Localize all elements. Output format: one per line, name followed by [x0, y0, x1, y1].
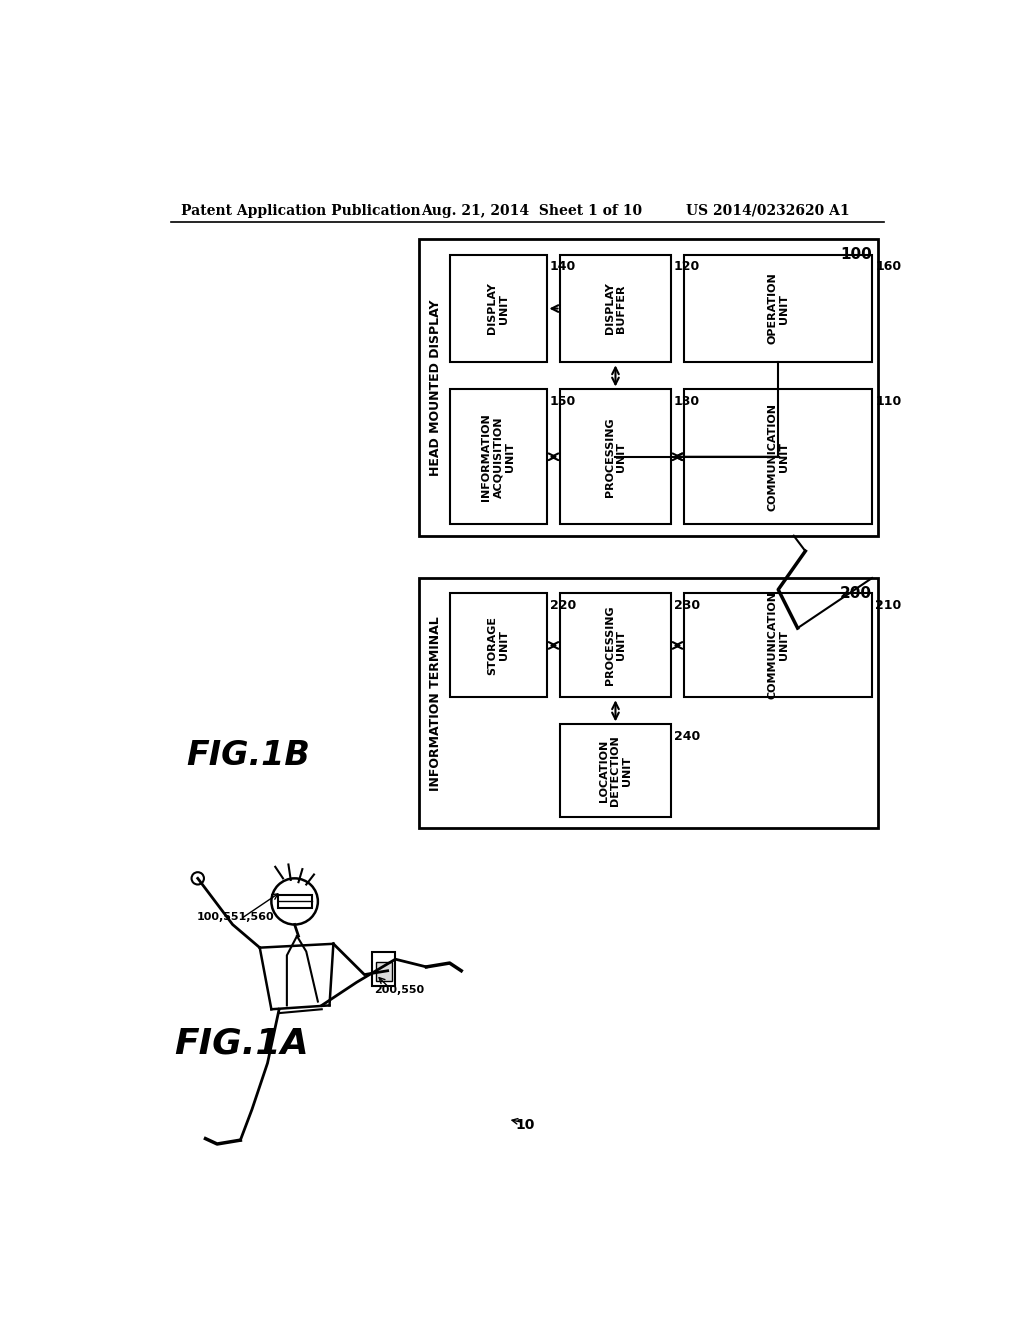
Text: Patent Application Publication: Patent Application Publication: [180, 203, 420, 218]
Text: COMMUNICATION
UNIT: COMMUNICATION UNIT: [767, 591, 790, 700]
Text: FIG.1A: FIG.1A: [174, 1027, 309, 1061]
Text: 240: 240: [674, 730, 699, 743]
Text: 160: 160: [876, 260, 901, 273]
Text: 100,551,560: 100,551,560: [197, 912, 273, 921]
Text: FIG.1B: FIG.1B: [186, 739, 310, 772]
Bar: [450, 389, 547, 524]
Text: 110: 110: [876, 395, 901, 408]
Text: 130: 130: [674, 395, 699, 408]
Text: 220: 220: [550, 599, 575, 612]
Text: PROCESSING
UNIT: PROCESSING UNIT: [605, 606, 627, 685]
Bar: [560, 725, 671, 817]
Text: 10: 10: [515, 1118, 535, 1131]
Text: 200: 200: [840, 586, 872, 601]
Text: 100: 100: [841, 247, 872, 263]
Bar: [560, 389, 671, 524]
Bar: [560, 594, 671, 697]
Text: INFORMATION
ACQUISITION
UNIT: INFORMATION ACQUISITION UNIT: [481, 413, 515, 500]
Text: 210: 210: [876, 599, 901, 612]
Text: 230: 230: [674, 599, 699, 612]
Text: DISPLAY
UNIT: DISPLAY UNIT: [487, 282, 509, 334]
Text: Aug. 21, 2014  Sheet 1 of 10: Aug. 21, 2014 Sheet 1 of 10: [421, 203, 642, 218]
Text: 150: 150: [550, 395, 575, 408]
Bar: [684, 389, 872, 524]
Text: 120: 120: [674, 260, 699, 273]
Text: STORAGE
UNIT: STORAGE UNIT: [487, 616, 509, 675]
Text: 200,550: 200,550: [375, 985, 425, 995]
Bar: [419, 239, 879, 536]
Text: LOCATION
DETECTION
UNIT: LOCATION DETECTION UNIT: [599, 735, 632, 807]
Text: INFORMATION TERMINAL: INFORMATION TERMINAL: [429, 616, 442, 791]
Text: PROCESSING
UNIT: PROCESSING UNIT: [605, 417, 627, 496]
Text: 140: 140: [550, 260, 575, 273]
Bar: [278, 895, 311, 908]
Text: HEAD MOUNTED DISPLAY: HEAD MOUNTED DISPLAY: [429, 300, 442, 475]
Text: US 2014/0232620 A1: US 2014/0232620 A1: [686, 203, 850, 218]
Bar: [419, 578, 879, 829]
Bar: [376, 961, 391, 981]
Text: COMMUNICATION
UNIT: COMMUNICATION UNIT: [767, 403, 790, 511]
Bar: [372, 952, 395, 986]
Bar: [684, 255, 872, 363]
Bar: [684, 594, 872, 697]
Text: DISPLAY
BUFFER: DISPLAY BUFFER: [605, 282, 627, 334]
Text: OPERATION
UNIT: OPERATION UNIT: [767, 273, 790, 345]
Bar: [450, 594, 547, 697]
Bar: [560, 255, 671, 363]
Bar: [450, 255, 547, 363]
